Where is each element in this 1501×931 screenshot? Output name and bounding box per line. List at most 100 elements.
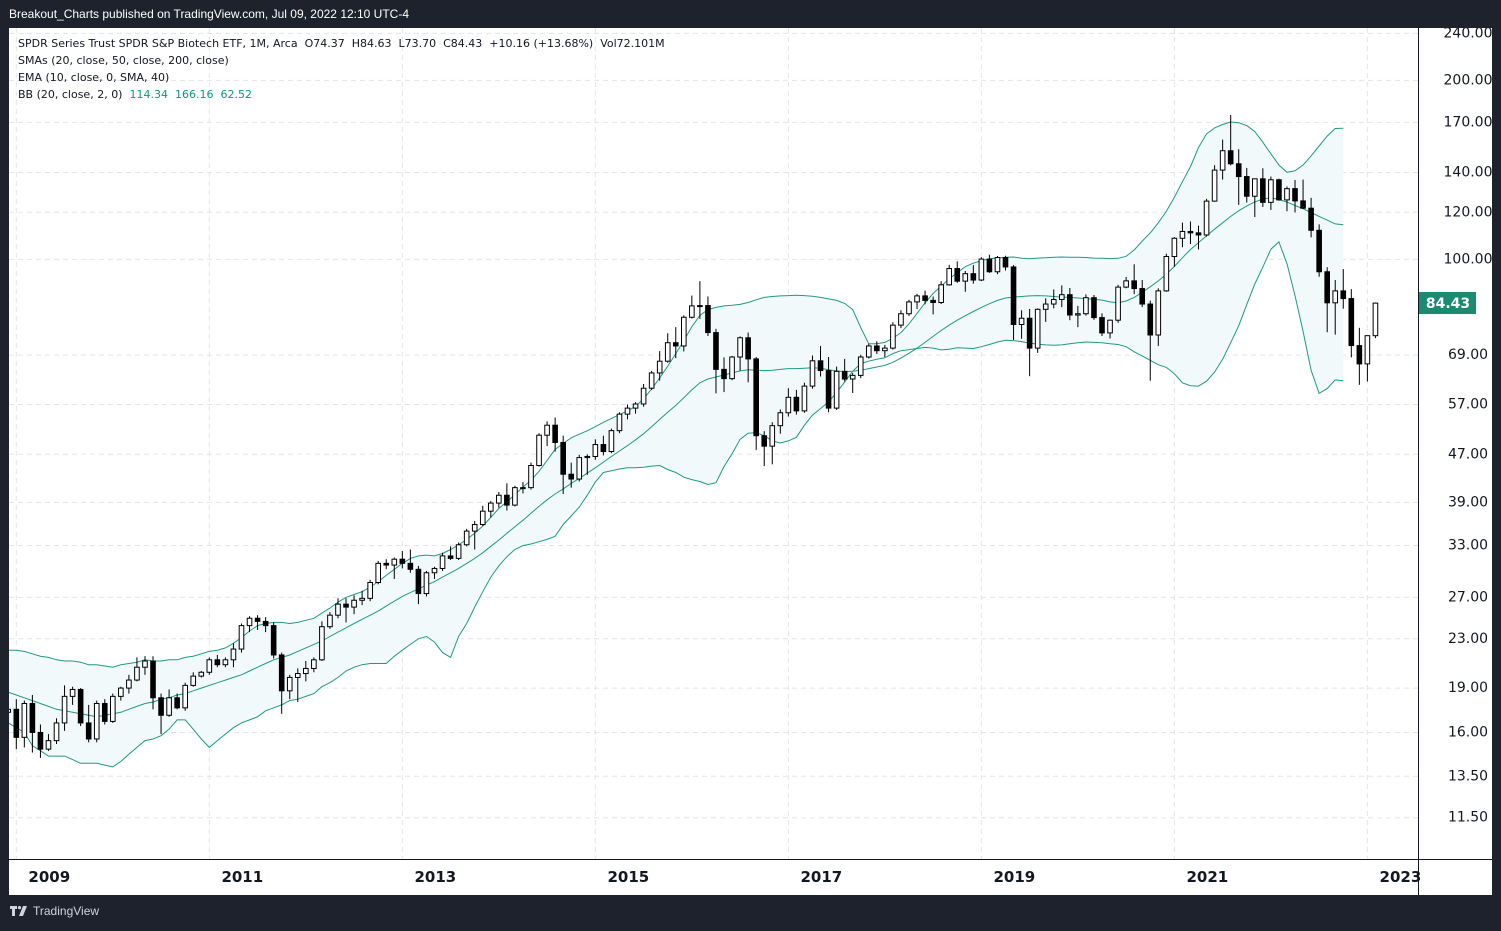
candle-body xyxy=(1340,290,1347,300)
axes: 240.00 200.00 170.00 140.00 120.00 100.00 69.0… xyxy=(9,28,1492,895)
candle xyxy=(270,622,277,659)
candle-body xyxy=(246,617,253,627)
candle xyxy=(126,674,132,694)
candle-body xyxy=(1058,294,1065,300)
candle-body xyxy=(713,332,719,370)
tradingview-logo[interactable]: TradingView xyxy=(10,904,99,918)
candle xyxy=(632,402,639,414)
candle-body xyxy=(1276,179,1282,201)
candle-body xyxy=(463,530,470,546)
candle xyxy=(1276,178,1282,201)
candle-body xyxy=(118,687,124,697)
candle-body xyxy=(1026,317,1033,349)
candle-body xyxy=(37,731,44,750)
candle xyxy=(53,718,60,744)
candle xyxy=(737,336,743,371)
candle xyxy=(914,293,920,310)
candle-body xyxy=(568,473,575,480)
candle-body xyxy=(1050,298,1057,305)
candle xyxy=(1034,308,1041,353)
candle xyxy=(9,708,12,713)
candle xyxy=(351,595,357,615)
candle-body xyxy=(351,599,357,608)
candle xyxy=(1260,168,1266,207)
candle xyxy=(697,281,703,319)
candle xyxy=(447,546,454,561)
candle xyxy=(391,557,398,579)
price-tick-label: 140.00 xyxy=(1444,164,1493,180)
candle xyxy=(970,265,977,284)
candle-body xyxy=(447,555,454,559)
candle-body xyxy=(85,722,92,740)
candle xyxy=(327,612,333,629)
candle-body xyxy=(640,387,647,405)
candle-body xyxy=(319,626,325,661)
candle-body xyxy=(1356,345,1363,365)
price-tick-label: 33.00 xyxy=(1448,538,1488,554)
chart-panel[interactable]: 240.00 200.00 170.00 140.00 120.00 100.00 69.0… xyxy=(9,28,1492,895)
candle xyxy=(520,482,526,494)
candle-body xyxy=(608,430,615,453)
candle xyxy=(335,598,341,619)
candle xyxy=(359,590,365,606)
price-tick-label: 27.00 xyxy=(1448,589,1488,605)
candle-body xyxy=(1268,179,1274,203)
candle xyxy=(367,579,373,602)
candle xyxy=(1179,222,1186,248)
candle-body xyxy=(528,464,534,489)
candle xyxy=(1131,264,1137,295)
candle xyxy=(568,462,575,488)
candlesticks xyxy=(9,115,1379,758)
price-tick-label: 13.50 xyxy=(1448,768,1488,784)
candle xyxy=(21,700,28,748)
candle xyxy=(1348,289,1355,358)
candle-body xyxy=(45,740,52,750)
candle xyxy=(1300,179,1306,209)
time-tick-label: 2011 xyxy=(221,868,263,886)
candle xyxy=(544,421,550,447)
candle-body xyxy=(825,370,832,409)
candle xyxy=(761,431,768,467)
candle xyxy=(865,343,872,359)
candle-body xyxy=(93,702,100,740)
candle xyxy=(222,657,229,668)
candle xyxy=(777,409,784,434)
candle xyxy=(825,357,832,413)
candle xyxy=(423,571,430,597)
candle xyxy=(898,310,904,329)
candle xyxy=(415,565,422,605)
candle-body xyxy=(914,295,920,303)
candle-body xyxy=(1332,290,1339,304)
candle-body xyxy=(1075,313,1081,316)
candle-body xyxy=(737,337,743,358)
candle xyxy=(672,327,679,359)
candle-body xyxy=(761,435,768,447)
candle xyxy=(1235,149,1242,205)
candle-body xyxy=(431,567,438,574)
candle xyxy=(319,621,325,662)
candle xyxy=(1123,276,1129,289)
candle xyxy=(198,670,205,678)
candle-body xyxy=(61,695,68,724)
candle xyxy=(584,454,591,475)
candle-body xyxy=(1316,229,1322,273)
candle-body xyxy=(1042,303,1049,310)
price-chart[interactable]: 240.00 200.00 170.00 140.00 120.00 100.00 69.0… xyxy=(9,28,1492,895)
bb-upper-line xyxy=(9,121,1344,668)
candle-body xyxy=(616,413,623,432)
candle xyxy=(1163,253,1170,292)
price-tick-label: 120.00 xyxy=(1444,204,1493,220)
candle xyxy=(681,315,687,352)
candle-body xyxy=(1155,290,1162,336)
candle-body xyxy=(833,370,840,409)
candle-body xyxy=(367,581,373,599)
price-tick-label: 16.00 xyxy=(1448,724,1488,740)
candle xyxy=(1340,269,1347,309)
candle-body xyxy=(1131,280,1137,290)
candle-body xyxy=(898,313,904,326)
candle-body xyxy=(471,524,478,532)
candle-body xyxy=(705,305,711,334)
candle xyxy=(439,552,446,572)
candle-body xyxy=(648,372,655,389)
candle xyxy=(93,700,100,743)
